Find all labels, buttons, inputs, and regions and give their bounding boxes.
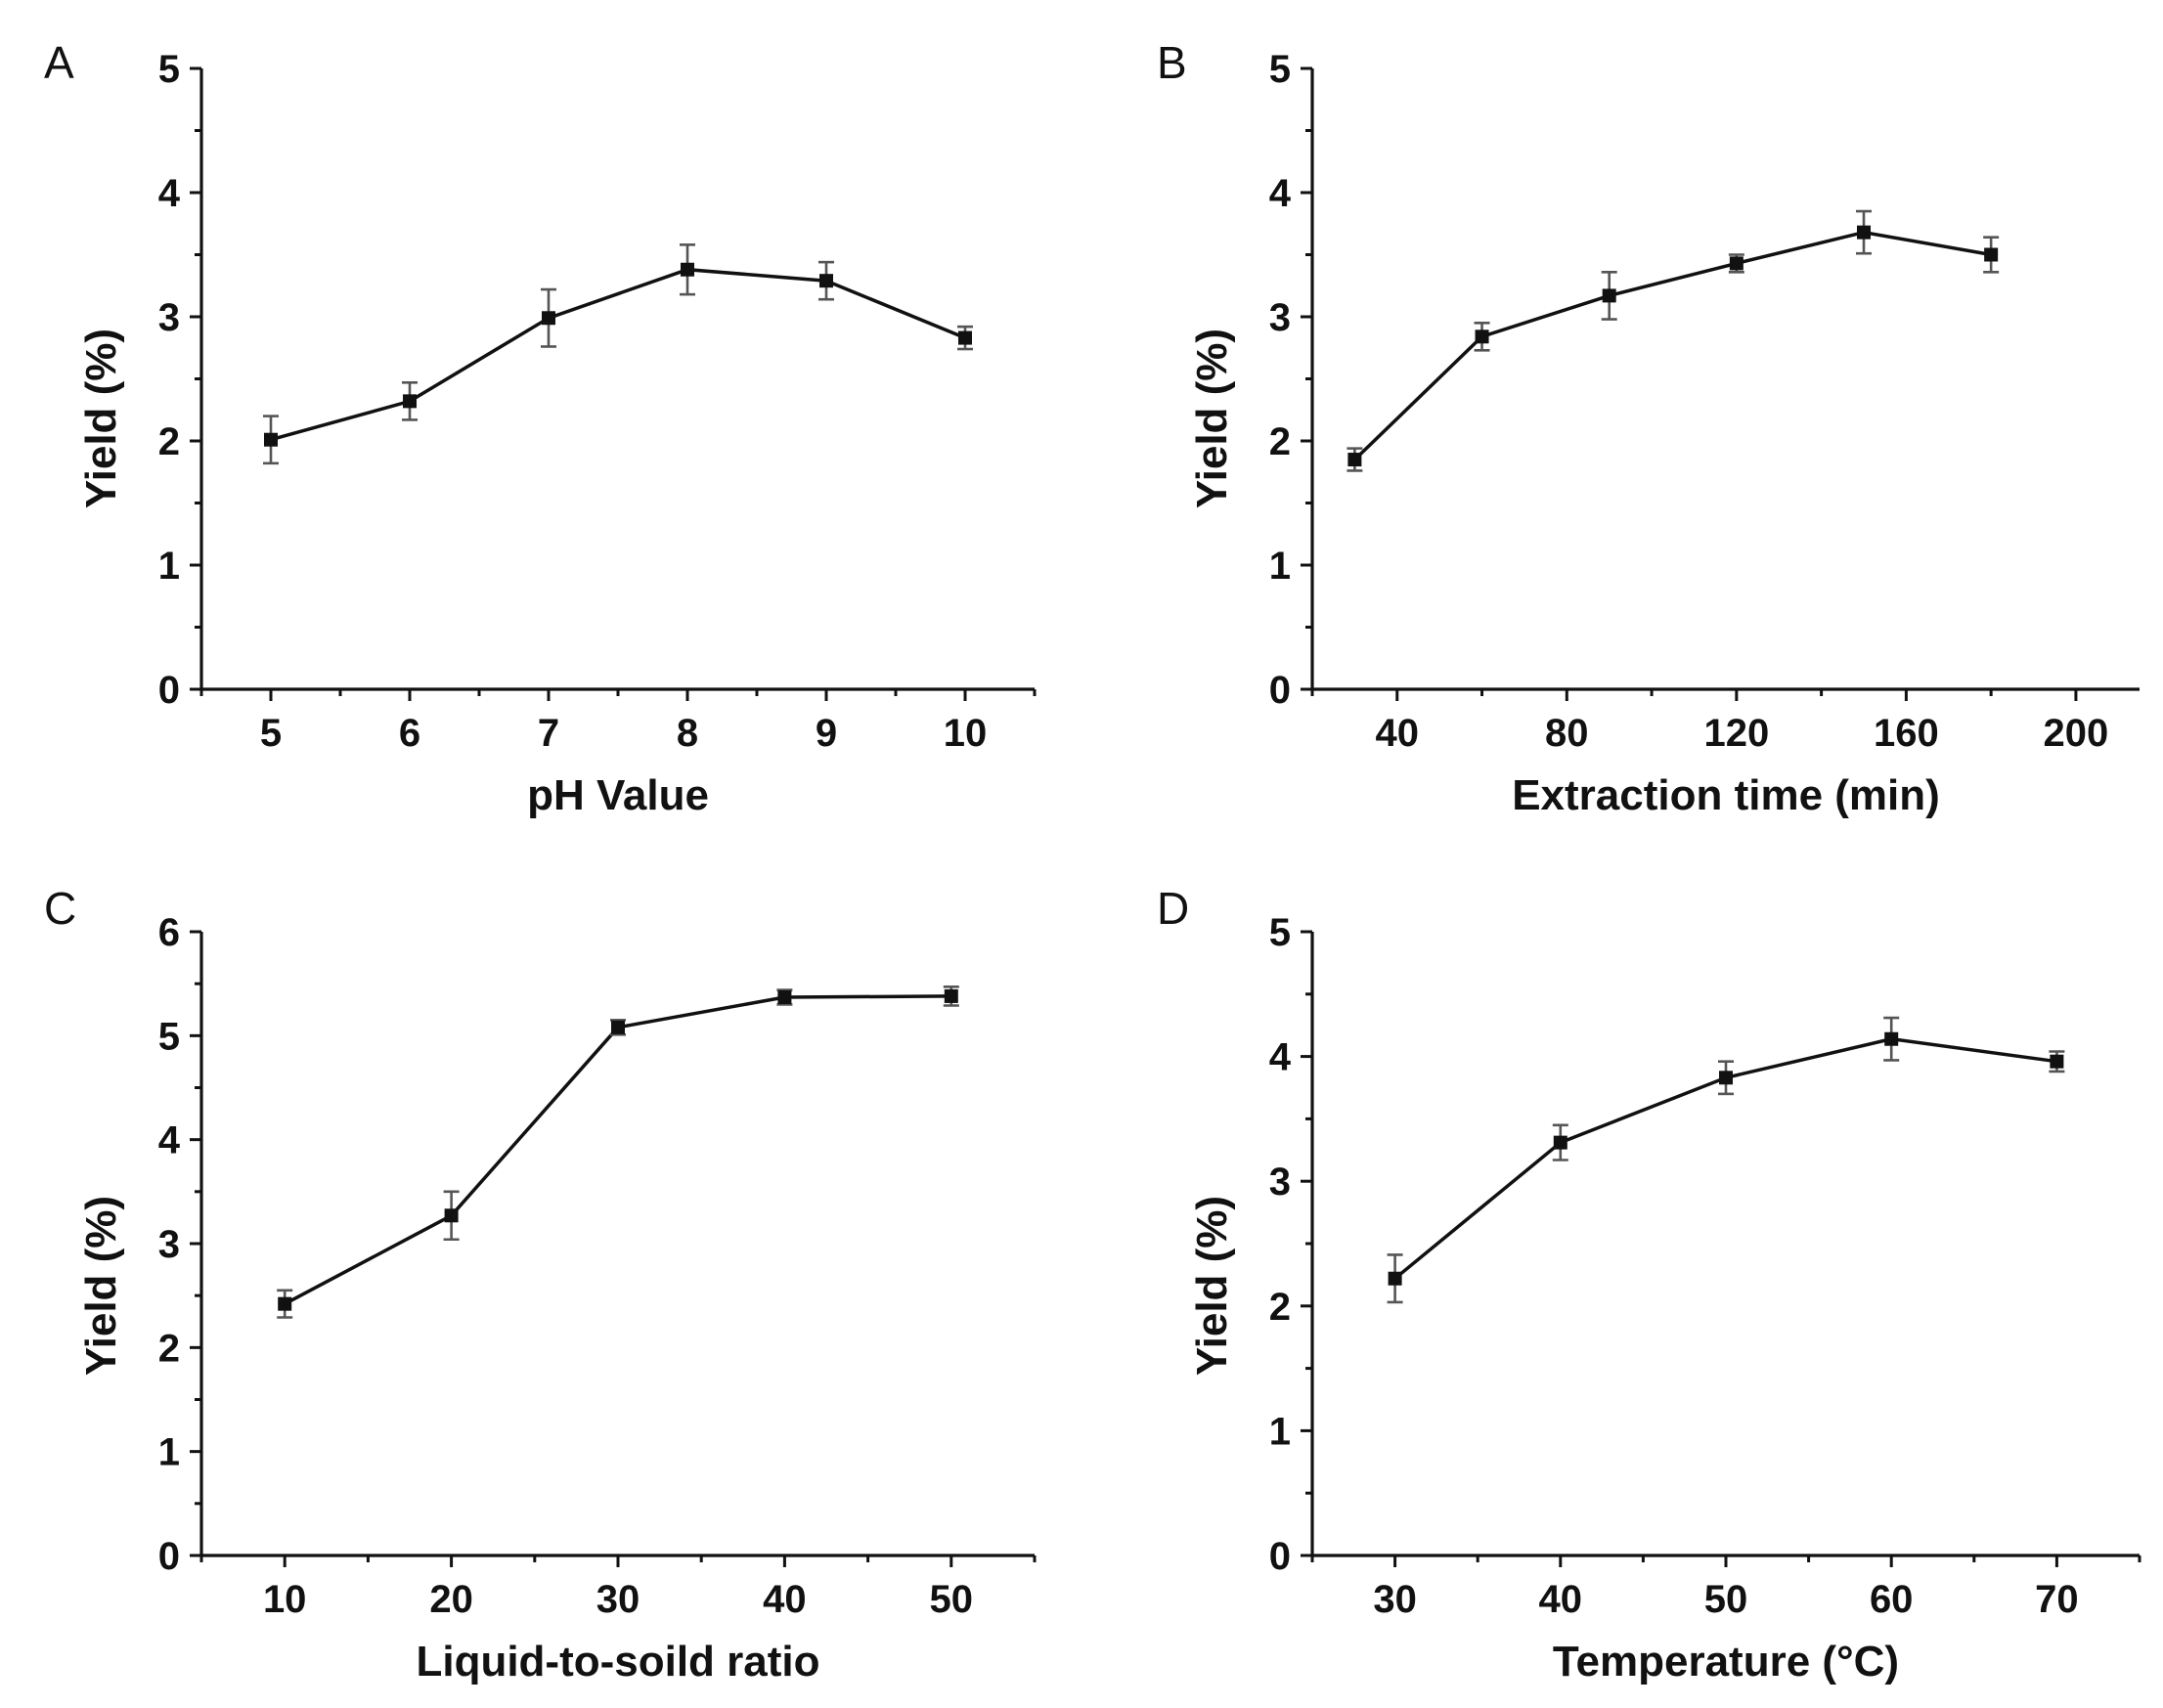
data-point <box>944 988 958 1003</box>
data-point <box>1475 329 1489 344</box>
x-tick-label: 10 <box>944 712 988 755</box>
y-tick-label: 2 <box>158 420 180 463</box>
y-tick-label: 1 <box>158 545 180 588</box>
x-tick-label: 10 <box>263 1578 307 1621</box>
data-point <box>403 394 417 409</box>
data-point <box>2050 1054 2064 1069</box>
data-point <box>1388 1271 1402 1286</box>
y-tick-label: 4 <box>1269 1036 1292 1079</box>
y-tick-label: 4 <box>158 172 181 215</box>
y-tick-label: 1 <box>1269 545 1291 588</box>
panel-label: C <box>44 883 76 934</box>
x-tick-label: 40 <box>1376 712 1420 755</box>
y-tick-label: 4 <box>1269 172 1292 215</box>
x-axis-label: pH Value <box>527 771 709 819</box>
data-point <box>1884 1031 1899 1046</box>
series-line <box>270 267 966 442</box>
chart-panel-a: A 0 1 2 3 4 5 5 6 7 8 9 10 pH Value Yield (%) <box>44 37 1037 819</box>
y-tick-label: 2 <box>1269 420 1291 463</box>
y-tick-label: 2 <box>1269 1286 1291 1329</box>
y-tick-label: 3 <box>1269 1161 1291 1204</box>
x-axis-label: Extraction time (min) <box>1512 771 1940 819</box>
y-tick-label: 5 <box>1269 911 1291 954</box>
data-point <box>1553 1135 1567 1150</box>
x-tick-label: 5 <box>260 712 282 755</box>
data-point <box>1719 1071 1733 1085</box>
x-tick-label: 30 <box>596 1578 640 1621</box>
y-tick-label: 0 <box>1269 1535 1291 1578</box>
chart-panel-b: B 0 1 2 3 4 5 40 80 120 160 200 Extraction time (min… <box>1157 37 2140 819</box>
panel-label: D <box>1157 883 1189 934</box>
chart-panel-c: C 0 1 2 3 4 5 6 10 20 30 40 50 Liquid-to-soild ratio Y… <box>44 883 1037 1686</box>
data-point <box>278 1296 292 1311</box>
x-tick-label: 50 <box>1704 1578 1748 1621</box>
y-tick-label: 3 <box>158 296 180 339</box>
y-tick-label: 3 <box>1269 296 1291 339</box>
y-tick-label: 5 <box>1269 48 1291 91</box>
data-point <box>1984 247 1999 262</box>
y-tick-label: 1 <box>1269 1410 1291 1453</box>
y-tick-label: 5 <box>158 48 180 91</box>
x-tick-label: 7 <box>538 712 559 755</box>
data-point <box>958 330 972 345</box>
x-tick-label: 50 <box>930 1578 974 1621</box>
x-axis-label: Liquid-to-soild ratio <box>416 1638 819 1686</box>
x-tick-label: 120 <box>1703 712 1769 755</box>
data-point <box>1602 288 1616 303</box>
x-tick-label: 80 <box>1545 712 1589 755</box>
data-point <box>264 432 278 447</box>
data-point <box>819 274 833 288</box>
x-tick-label: 160 <box>1874 712 1939 755</box>
y-tick-label: 2 <box>158 1327 180 1370</box>
data-point <box>444 1208 459 1223</box>
x-tick-label: 40 <box>1539 1578 1583 1621</box>
data-point <box>1857 225 1871 240</box>
y-tick-label: 4 <box>158 1119 181 1162</box>
panel-label: A <box>44 37 74 88</box>
y-tick-label: 0 <box>158 1535 180 1578</box>
y-tick-label: 0 <box>1269 669 1291 712</box>
data-point <box>542 311 555 326</box>
y-tick-label: 1 <box>158 1431 180 1474</box>
x-tick-label: 70 <box>2035 1578 2079 1621</box>
panel-label: B <box>1157 37 1187 88</box>
series-line <box>1353 230 1992 461</box>
x-tick-label: 200 <box>2044 712 2109 755</box>
x-tick-label: 8 <box>677 712 698 755</box>
data-point <box>777 989 792 1004</box>
y-tick-label: 0 <box>158 669 180 712</box>
y-axis-label: Yield (%) <box>77 1196 125 1376</box>
data-point <box>1729 256 1744 271</box>
data-point <box>1347 453 1362 467</box>
y-tick-label: 6 <box>158 911 180 954</box>
data-point <box>611 1020 625 1034</box>
chart-panel-d: D 0 1 2 3 4 5 30 40 50 60 70 Temperature (°C) Yield (… <box>1157 883 2141 1686</box>
y-tick-label: 5 <box>158 1015 180 1058</box>
x-tick-label: 20 <box>429 1578 473 1621</box>
data-point <box>681 262 694 277</box>
x-tick-label: 60 <box>1870 1578 1914 1621</box>
x-tick-label: 30 <box>1373 1578 1417 1621</box>
x-axis-label: Temperature (°C) <box>1553 1638 1899 1686</box>
y-axis-label: Yield (%) <box>1188 1196 1236 1376</box>
y-axis-label: Yield (%) <box>1188 328 1236 508</box>
series-line <box>284 994 951 1306</box>
x-tick-label: 6 <box>399 712 420 755</box>
y-axis-label: Yield (%) <box>77 328 125 508</box>
x-tick-label: 9 <box>816 712 837 755</box>
y-tick-label: 3 <box>158 1223 180 1266</box>
x-tick-label: 40 <box>763 1578 807 1621</box>
